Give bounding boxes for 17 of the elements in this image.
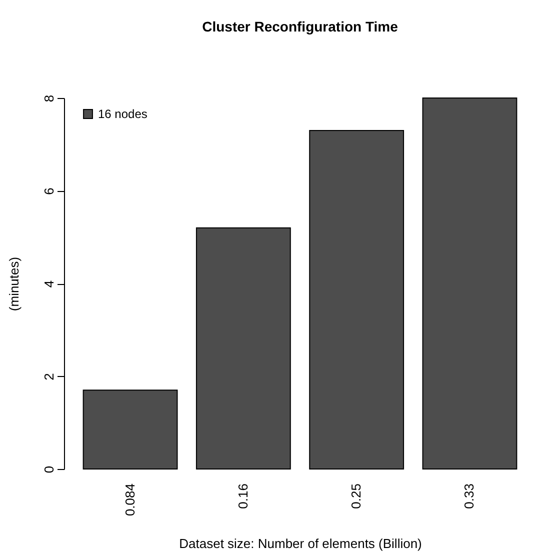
chart-title: Cluster Reconfiguration Time xyxy=(202,18,398,34)
bar xyxy=(422,98,518,470)
bar xyxy=(309,130,404,470)
y-tick-label: 6 xyxy=(42,188,56,195)
legend-label: 16 nodes xyxy=(98,107,148,121)
x-tick-label: 0.084 xyxy=(122,484,138,516)
x-tick-label: 0.25 xyxy=(348,484,364,509)
y-tick-label: 8 xyxy=(42,94,56,102)
bar xyxy=(196,227,291,470)
x-tick-label: 0.33 xyxy=(462,484,477,509)
y-tick-label: 2 xyxy=(42,373,56,380)
x-tick-label: 0.16 xyxy=(235,484,250,509)
y-axis-title: (minutes) xyxy=(6,256,22,312)
y-tick-label: 0 xyxy=(42,466,56,474)
bar xyxy=(82,390,178,470)
x-axis-title: Dataset size: Number of elements (Billion) xyxy=(179,536,422,552)
y-tick-label: 4 xyxy=(42,280,56,288)
